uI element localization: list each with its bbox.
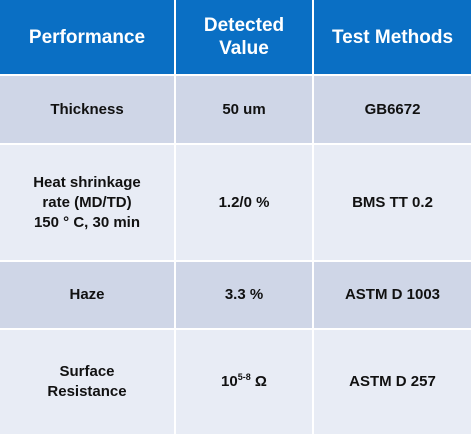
table-cell: 50 um <box>176 76 314 145</box>
header-line: Performance <box>28 26 146 48</box>
cell-line: 1.2/0 % <box>218 193 270 211</box>
table-cell: ASTM D 257 <box>314 330 471 436</box>
cell-line: ASTM D 257 <box>349 373 436 390</box>
cell-line: BMS TT 0.2 <box>352 193 433 211</box>
cell-line: 150 ° C, 30 min <box>33 213 141 231</box>
table-cell: BMS TT 0.2 <box>314 145 471 262</box>
exponent: 5-8 <box>237 372 251 382</box>
table-cell: 3.3 % <box>176 262 314 330</box>
header-cell: Test Methods <box>314 0 471 76</box>
unit: Ω <box>254 373 267 390</box>
table-cell: Haze <box>0 262 176 330</box>
cell-line: 3.3 % <box>224 286 264 303</box>
table-cell: Thickness <box>0 76 176 145</box>
cell-line: ASTM D 1003 <box>344 286 441 303</box>
cell-line: rate (MD/TD) <box>42 193 132 211</box>
header-line: Value <box>219 38 269 59</box>
base: 10 <box>221 373 238 390</box>
table-cell: GB6672 <box>314 76 471 145</box>
cell-line: 50 um <box>222 100 266 118</box>
table-cell: 105-8 Ω <box>176 330 314 436</box>
cell-line: Resistance <box>47 383 127 400</box>
cell-line: Haze <box>69 286 105 303</box>
table-cell: Heat shrinkage rate (MD/TD) 150 ° C, 30 mi… <box>0 145 176 262</box>
header-line: Detected <box>203 15 285 36</box>
cell-line: Heat shrinkage <box>33 173 141 191</box>
table-cell: 1.2/0 % <box>176 145 314 262</box>
value-with-exponent: 105-8 Ω <box>221 372 267 392</box>
cell-line: Surface <box>59 363 115 380</box>
cell-line: Thickness <box>50 100 124 118</box>
cell-line: GB6672 <box>364 100 421 118</box>
header-cell: Performance <box>0 0 176 76</box>
header-line: Test Methods <box>331 26 454 48</box>
table-cell: Surface Resistance <box>0 330 176 436</box>
table-cell: ASTM D 1003 <box>314 262 471 330</box>
header-cell: Detected Value <box>176 0 314 76</box>
